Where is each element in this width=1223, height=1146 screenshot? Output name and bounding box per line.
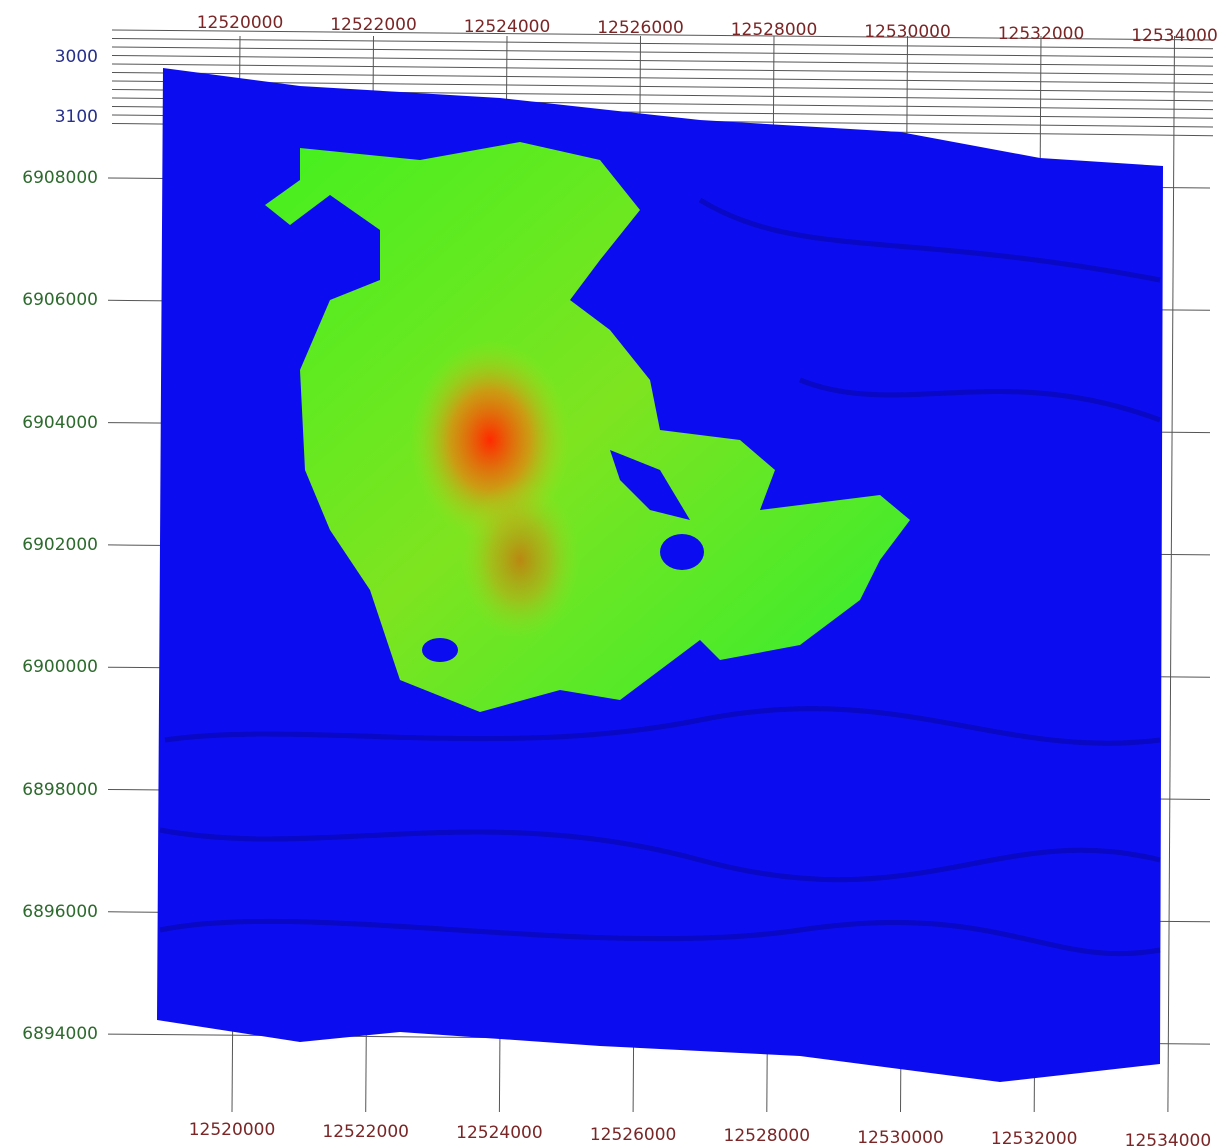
hole (660, 534, 704, 570)
hole (422, 638, 458, 662)
grid-line (112, 64, 1213, 75)
axis-label: 6902000 (0, 535, 98, 555)
axis-label: 12524000 (464, 17, 551, 37)
axis-label: 12532000 (991, 1129, 1078, 1146)
plot-view: 12520000 12522000 12524000 12526000 12528000… (0, 0, 1223, 1146)
axis-label: 6894000 (0, 1024, 98, 1044)
grid-line (1168, 36, 1175, 1112)
axis-label: 6904000 (0, 413, 98, 433)
hot-spot (460, 480, 580, 640)
grid-line (112, 73, 1213, 84)
axis-label: 3100 (0, 107, 98, 127)
axis-label: 12534000 (1125, 1131, 1212, 1146)
axis-label: 6900000 (0, 657, 98, 677)
axis-label: 3000 (0, 47, 98, 67)
axis-label: 12528000 (724, 1126, 811, 1146)
scene (0, 0, 1223, 1146)
axis-label: 12532000 (998, 24, 1085, 44)
axis-label: 12526000 (597, 18, 684, 38)
axis-label: 6896000 (0, 902, 98, 922)
axis-label: 6906000 (0, 290, 98, 310)
axis-label: 12522000 (330, 15, 417, 35)
axis-label: 12526000 (590, 1125, 677, 1145)
axis-label: 12534000 (1131, 26, 1218, 46)
axis-label: 12524000 (456, 1123, 543, 1143)
axis-label: 12520000 (197, 13, 284, 33)
axis-label: 12522000 (322, 1122, 409, 1142)
axis-label: 12520000 (189, 1120, 276, 1140)
axis-label: 6898000 (0, 780, 98, 800)
axis-label: 12528000 (731, 20, 818, 40)
grid-line (112, 47, 1213, 57)
axis-label: 6908000 (0, 168, 98, 188)
axis-label: 12530000 (857, 1128, 944, 1146)
grid-line (112, 56, 1213, 67)
axis-label: 12530000 (864, 22, 951, 42)
